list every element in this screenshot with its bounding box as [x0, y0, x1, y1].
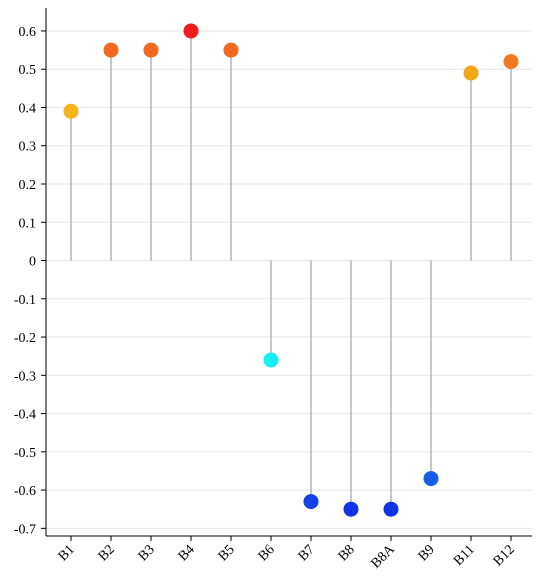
y-tick-label-3: 0.3 [19, 140, 37, 155]
x-tick-label-B4: B4 [176, 542, 198, 564]
point-B1 [63, 103, 79, 119]
x-tick-label-B11: B11 [451, 542, 478, 569]
point-B3 [143, 42, 159, 58]
x-tick-label-B1: B1 [56, 542, 78, 564]
point-B12 [503, 54, 519, 70]
x-tick-label-B2: B2 [96, 542, 118, 564]
x-tick-label-B12: B12 [491, 542, 518, 569]
axis-layer [41, 8, 532, 541]
point-B6 [263, 352, 279, 368]
point-B2 [103, 42, 119, 58]
y-tick-label-9: -0.3 [14, 369, 36, 384]
x-tick-label-B3: B3 [136, 542, 158, 564]
point-B5 [223, 42, 239, 58]
y-tick-label-2: 0.4 [19, 101, 37, 116]
point-B8 [343, 501, 359, 517]
label-layer: 0.6 0.5 0.4 0.3 0.2 0.1 0 -0.1 -0.2 -0.3 -0.4 -0.5 -… [14, 25, 518, 572]
point-B8A [383, 501, 399, 517]
y-tick-label-5: 0.1 [19, 216, 37, 231]
x-tick-label-B8A: B8A [369, 542, 399, 572]
y-tick-label-11: -0.5 [14, 446, 36, 461]
point-B11 [463, 65, 479, 81]
y-tick-label-0: 0.6 [19, 25, 37, 40]
y-tick-label-12: -0.6 [14, 484, 36, 499]
x-tick-label-B6: B6 [256, 542, 278, 564]
y-tick-label-1: 0.5 [19, 63, 37, 78]
stem-layer [70, 30, 512, 510]
y-tick-label-6: 0 [29, 255, 36, 270]
y-tick-label-7: -0.1 [14, 293, 36, 308]
point-B9 [423, 471, 439, 487]
y-tick-label-4: 0.2 [19, 178, 37, 193]
x-tick-label-B9: B9 [416, 542, 438, 564]
y-tick-label-8: -0.2 [14, 331, 36, 346]
grid-layer [46, 30, 532, 529]
point-B7 [303, 494, 319, 510]
x-tick-label-B5: B5 [216, 542, 238, 564]
point-layer [63, 23, 519, 517]
x-tick-label-B8: B8 [336, 542, 358, 564]
y-tick-label-13: -0.7 [14, 522, 36, 537]
x-tick-label-B7: B7 [296, 542, 318, 564]
y-tick-label-10: -0.4 [14, 408, 36, 423]
point-B4 [183, 23, 199, 39]
